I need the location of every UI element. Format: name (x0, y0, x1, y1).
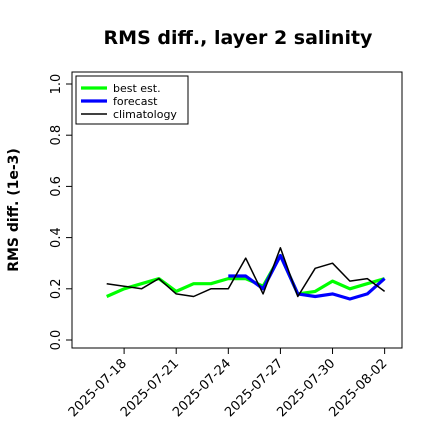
y-tick-label: 0.0 (49, 330, 64, 351)
y-tick-label: 0.6 (49, 176, 64, 197)
legend-entry: forecast (113, 95, 158, 108)
y-tick-label: 0.2 (49, 278, 64, 299)
y-tick-label: 0.8 (49, 125, 64, 146)
series-best-est (106, 253, 386, 298)
legend-entry: climatology (113, 108, 177, 121)
series-forecast (228, 253, 386, 301)
legend-entry: best est. (113, 82, 161, 95)
y-tick-label: 1.0 (49, 74, 64, 95)
chart-title: RMS diff., layer 2 salinity (104, 27, 374, 49)
y-tick-label: 0.4 (49, 227, 64, 248)
x-axis: 2025-07-182025-07-212025-07-242025-07-27… (66, 348, 390, 420)
y-axis-label: RMS diff. (1e-3) (6, 148, 22, 272)
series-layer (106, 247, 386, 301)
y-axis: 0.0 0.2 0.4 0.6 0.8 1.0 (49, 74, 72, 351)
plot-frame (71, 71, 403, 349)
series-climatology (106, 247, 386, 298)
